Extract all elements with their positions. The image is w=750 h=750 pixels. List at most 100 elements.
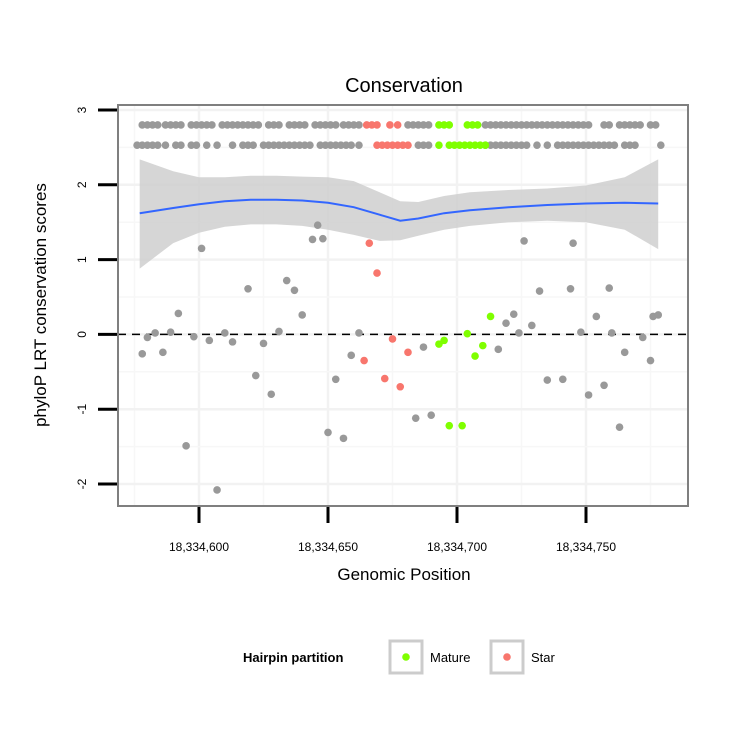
point-other-11: [221, 329, 229, 337]
legend-label-mature: Mature: [430, 650, 470, 665]
legend-marker-mature: [402, 653, 410, 661]
point-star-2: [373, 269, 381, 277]
point-mature-7: [486, 312, 495, 321]
rug-point-other-lower-36: [424, 141, 433, 149]
point-other-18: [282, 276, 291, 285]
point-other-35: [515, 329, 523, 337]
point-other-14: [251, 371, 260, 380]
rug-point-other-lower-63: [657, 141, 665, 149]
rug-point-other-upper-41: [424, 121, 433, 129]
rug-point-other-lower-47: [543, 141, 552, 149]
point-other-48: [608, 329, 616, 337]
point-other-24: [324, 428, 332, 437]
rug-point-star-upper-3: [386, 121, 394, 129]
chart-title: Conservation: [345, 75, 463, 97]
point-other-25: [331, 375, 340, 384]
point-other-47: [605, 284, 614, 292]
x-axis-label: Genomic Position: [337, 565, 470, 584]
legend-entry-mature: Mature: [388, 639, 470, 675]
point-mature-3: [458, 421, 466, 430]
point-other-36: [520, 237, 528, 245]
point-other-9: [205, 336, 214, 345]
y-tick-label-4: 2: [75, 181, 89, 188]
point-other-41: [566, 284, 575, 293]
plot-border: [117, 104, 689, 507]
rug-point-mature-lower-0: [435, 141, 443, 149]
plot-background: [118, 105, 688, 506]
rug-point-other-lower-62: [631, 141, 639, 149]
point-star-6: [404, 348, 412, 357]
rug-point-other-lower-5: [161, 141, 170, 149]
point-other-44: [584, 391, 593, 399]
point-other-42: [569, 239, 577, 247]
point-other-12: [228, 338, 237, 346]
point-other-31: [427, 411, 436, 419]
point-star-4: [388, 335, 397, 343]
rug-point-other-upper-7: [177, 121, 185, 129]
point-other-54: [654, 311, 663, 319]
point-other-20: [298, 311, 307, 319]
legend-key-mature: [388, 639, 424, 675]
rug-point-other-upper-12: [208, 121, 216, 129]
point-other-13: [244, 284, 252, 293]
rug-point-other-lower-9: [192, 141, 201, 149]
rug-point-other-lower-33: [355, 141, 363, 149]
rug-point-other-upper-27: [300, 121, 309, 129]
point-other-52: [646, 356, 655, 365]
rug-point-other-lower-15: [249, 141, 257, 149]
rug-point-mature-upper-5: [473, 121, 482, 129]
rug-point-other-lower-11: [213, 141, 221, 149]
point-other-28: [355, 329, 363, 337]
point-other-43: [577, 328, 585, 336]
point-star-5: [396, 382, 405, 391]
rug-point-other-upper-71: [651, 121, 660, 129]
point-other-8: [197, 244, 206, 253]
point-other-45: [592, 312, 601, 321]
point-other-33: [502, 319, 510, 327]
point-mature-5: [471, 352, 479, 360]
point-other-29: [411, 414, 420, 422]
rug-point-other-lower-10: [202, 141, 211, 149]
point-star-1: [365, 239, 374, 247]
y-tick-label-3: 1: [75, 256, 89, 263]
x-tick-label-2: 18,334,700: [427, 540, 487, 554]
point-other-1: [143, 333, 152, 342]
rug-point-other-upper-36: [355, 121, 363, 129]
point-other-51: [638, 333, 647, 342]
point-other-23: [319, 234, 327, 243]
y-tick-label-5: 3: [75, 106, 89, 113]
smooth-line: [139, 198, 659, 222]
point-other-32: [494, 345, 503, 354]
point-other-50: [620, 348, 629, 357]
point-other-39: [543, 376, 552, 384]
rug-point-star-upper-2: [373, 121, 381, 129]
x-axis-ticks: 18,334,600 18,334,650 18,334,700 18,334,750: [169, 507, 616, 554]
legend-entry-star: Star: [489, 639, 556, 675]
rug-point-other-upper-32: [331, 121, 340, 129]
rug-point-other-upper-64: [605, 121, 614, 129]
point-other-37: [528, 321, 536, 330]
rug-point-other-lower-32: [347, 141, 356, 149]
point-other-34: [509, 310, 518, 319]
rug-point-other-lower-25: [306, 141, 314, 149]
point-mature-6: [479, 341, 487, 350]
point-other-15: [259, 339, 268, 348]
y-axis-ticks: -2 -1 0 1 2 3: [75, 106, 117, 489]
y-tick-label-1: -1: [75, 404, 89, 415]
x-tick-label-3: 18,334,750: [556, 540, 616, 554]
point-other-19: [290, 286, 299, 295]
point-other-0: [138, 350, 147, 358]
rug-point-star-lower-6: [404, 141, 412, 149]
rug-point-other-lower-12: [228, 141, 237, 149]
point-other-46: [600, 381, 608, 390]
rug-point-mature-lower-8: [481, 141, 490, 149]
rug-point-other-lower-59: [610, 141, 619, 149]
rug-point-other-lower-4: [153, 141, 162, 149]
legend-marker-star: [503, 653, 511, 661]
point-mature-4: [463, 329, 472, 338]
legend: Hairpin partition Mature Star: [243, 639, 556, 675]
rug-point-other-lower-46: [533, 141, 541, 149]
plot-panel: [117, 104, 689, 507]
point-other-40: [558, 375, 567, 384]
